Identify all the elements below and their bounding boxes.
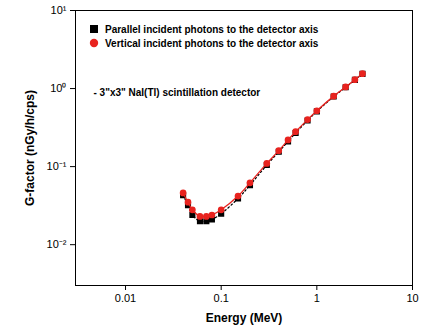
svg-text:10⁰: 10⁰ bbox=[50, 82, 66, 94]
svg-text:Energy (MeV): Energy (MeV) bbox=[206, 311, 283, 325]
svg-text:0.01: 0.01 bbox=[115, 292, 136, 304]
svg-text:G-factor (nGy/h/cps): G-factor (nGy/h/cps) bbox=[23, 90, 37, 206]
svg-text:1: 1 bbox=[314, 292, 320, 304]
svg-text:10¹: 10¹ bbox=[51, 4, 67, 16]
svg-text:0.1: 0.1 bbox=[214, 292, 229, 304]
svg-text:- 3"x3" NaI(Tl) scintillation: - 3"x3" NaI(Tl) scintillation detector bbox=[94, 87, 261, 98]
svg-text:10⁻¹: 10⁻¹ bbox=[47, 160, 67, 172]
html-text:Parallel incident photons to t: Parallel incident photons to the detecto… bbox=[105, 23, 319, 35]
svg-text:10: 10 bbox=[406, 292, 418, 304]
svg-text:10⁻²: 10⁻² bbox=[47, 238, 67, 250]
html-text:Vertical incident photons to t: Vertical incident photons to the detecto… bbox=[105, 37, 319, 49]
